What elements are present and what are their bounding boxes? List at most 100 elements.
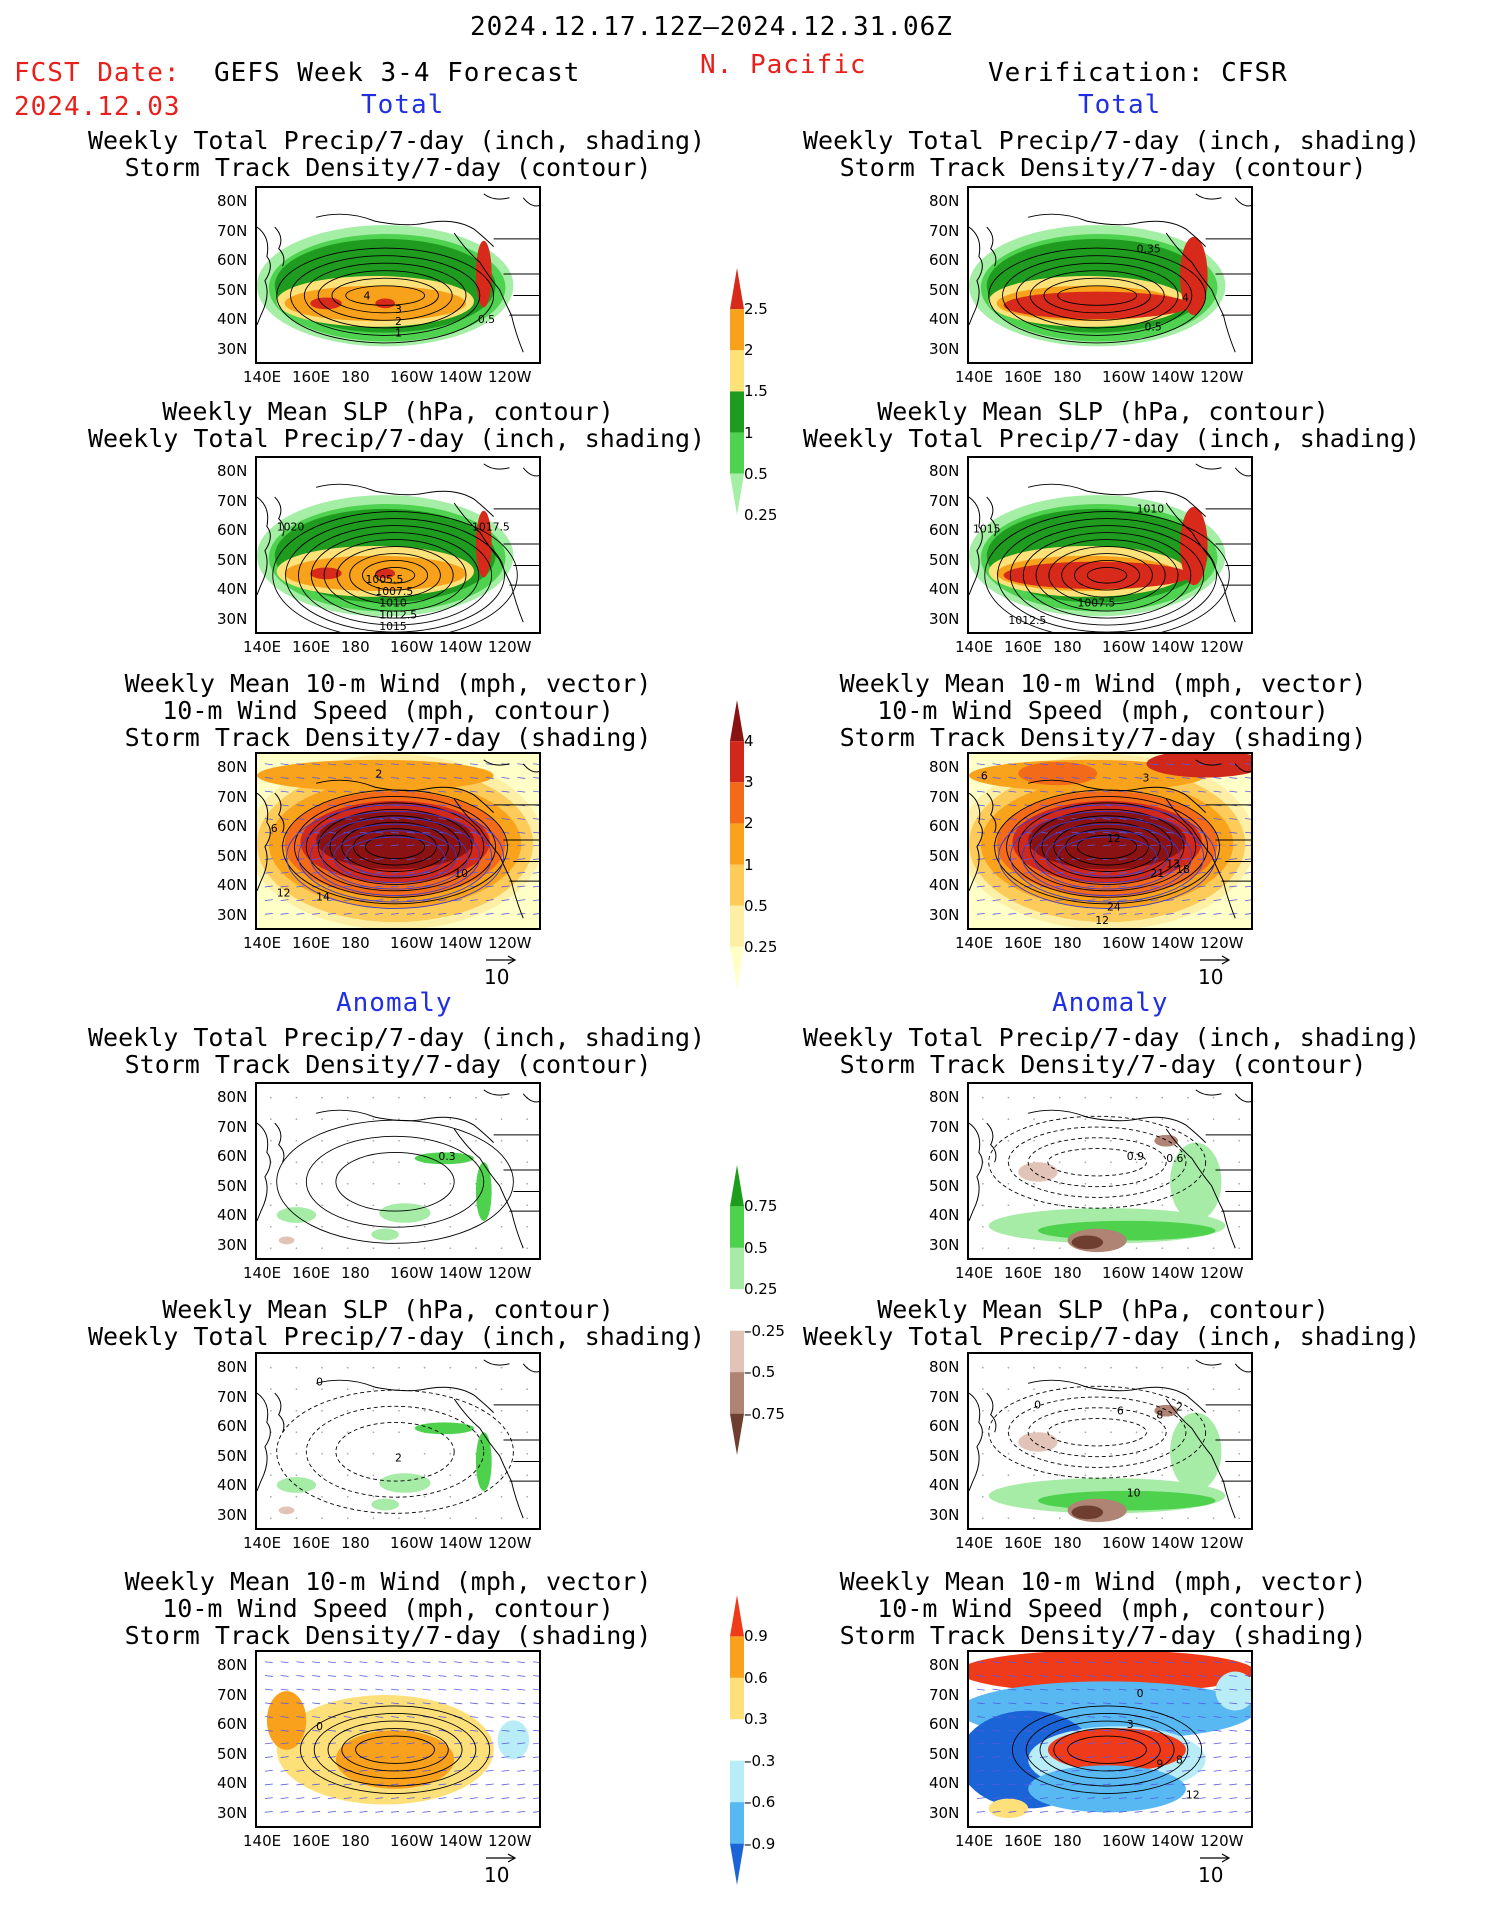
lon-tick-label: 160E xyxy=(292,638,331,656)
lat-tick-label: 60N xyxy=(929,521,960,539)
lon-tick-label: 160W xyxy=(1102,1534,1146,1552)
vector-ref-right-1: 10 xyxy=(1198,955,1232,989)
contour-label: 1005.5 xyxy=(365,573,403,586)
colorbar-swatch xyxy=(730,1330,744,1373)
shade-region xyxy=(316,810,474,870)
colorbar-swatch xyxy=(730,473,744,515)
contour-line xyxy=(286,804,504,909)
contour-label: 0.5 xyxy=(1145,321,1162,334)
colorbar-swatch xyxy=(730,1289,744,1331)
lon-tick-label: 120W xyxy=(488,1534,532,1552)
lon-tick-label: 160E xyxy=(292,368,331,386)
lat-tick-label: 60N xyxy=(929,817,960,835)
lat-tick-label: 40N xyxy=(217,1476,248,1494)
wind-vectors xyxy=(976,1661,1251,1813)
contour-line xyxy=(1025,1713,1189,1787)
colorbar-tick-label: –0.25 xyxy=(744,1321,785,1340)
contour-line xyxy=(272,511,518,632)
shade-region xyxy=(1215,1671,1251,1711)
model-title: GEFS Week 3-4 Forecast xyxy=(214,58,581,88)
colorbar-swatch xyxy=(730,1165,744,1207)
contour-line xyxy=(335,1421,455,1482)
contour-line xyxy=(313,1713,477,1787)
contour-line xyxy=(345,836,445,877)
missing-dots xyxy=(269,1096,529,1250)
contour-line xyxy=(984,511,1230,632)
colorbar-swatch xyxy=(730,741,744,783)
lat-tick-label: 70N xyxy=(217,1117,248,1136)
colorbar-tick-label: –0.75 xyxy=(744,1404,785,1423)
contour-line xyxy=(1045,830,1169,884)
contour-line xyxy=(335,1151,455,1212)
contour-line xyxy=(1048,546,1166,605)
contour-line xyxy=(1053,1728,1161,1772)
lon-tick-label: 140E xyxy=(955,1534,994,1552)
contour-line xyxy=(1047,1418,1147,1447)
lat-tick-label: 50N xyxy=(217,550,248,569)
contour-line xyxy=(1029,270,1165,321)
map-panel-11: 0 xyxy=(255,1650,541,1828)
shade-region xyxy=(1018,1162,1058,1182)
contour-label: 1012.5 xyxy=(1008,614,1046,627)
coastline xyxy=(257,759,539,919)
contour-line xyxy=(1027,1137,1167,1188)
coastline xyxy=(257,1089,539,1249)
contour-line xyxy=(1002,255,1193,336)
contour-label: 14 xyxy=(316,891,330,904)
contour-line xyxy=(1061,553,1153,598)
lat-tick-label: 70N xyxy=(929,787,960,806)
lon-tick-label: 160W xyxy=(1102,638,1146,656)
shade-region xyxy=(1018,1432,1058,1452)
colorbar-swatch xyxy=(730,1595,744,1637)
lon-tick-label: 140W xyxy=(1151,638,1195,656)
lon-tick-label: 160W xyxy=(1102,368,1146,386)
lon-tick-label: 160E xyxy=(1004,368,1043,386)
lon-tick-label: 120W xyxy=(1200,934,1244,952)
lat-tick-label: 50N xyxy=(929,846,960,865)
contour-line xyxy=(1006,795,1209,898)
contour-line xyxy=(1039,1720,1175,1779)
fcst-date-label: FCST Date: xyxy=(14,58,181,88)
lat-tick-label: 50N xyxy=(929,280,960,299)
contour-label: 3 xyxy=(395,303,402,316)
contour-line xyxy=(276,247,495,344)
lon-tick-label: 140E xyxy=(243,1534,282,1552)
colorbar-swatch xyxy=(730,1719,744,1761)
lon-tick-label: 140E xyxy=(243,1264,282,1282)
colorbar-tick-label: 0.3 xyxy=(744,1710,768,1729)
lon-tick-label: 140W xyxy=(1151,1264,1195,1282)
panel-title: Weekly Mean SLP (hPa, contour) Weekly Tot… xyxy=(88,397,706,453)
contour-label: 12 xyxy=(1186,1789,1200,1802)
contour-line xyxy=(305,802,485,892)
colorbar-swatch xyxy=(730,1843,744,1885)
lon-tick-label: 160E xyxy=(292,1832,331,1850)
lat-tick-label: 70N xyxy=(929,1387,960,1406)
lat-tick-label: 70N xyxy=(217,1685,248,1704)
coastline xyxy=(257,463,539,623)
lat-tick-label: 30N xyxy=(217,905,248,924)
date-range-title: 2024.12.17.12Z–2024.12.31.06Z xyxy=(470,12,953,42)
lon-tick-label: 140W xyxy=(439,638,483,656)
colorbar-tick-label: 4 xyxy=(744,732,754,751)
contour-label: 4 xyxy=(1182,291,1189,304)
lon-tick-label: 120W xyxy=(1200,1832,1244,1850)
map-panel-10: 0 6 8 2 10 xyxy=(967,1352,1253,1530)
lon-tick-label: 120W xyxy=(1200,1264,1244,1282)
shade-region xyxy=(266,1691,307,1750)
shade-region xyxy=(497,1720,530,1760)
colorbar-swatch xyxy=(730,823,744,865)
contour-line xyxy=(349,553,441,598)
shade-region xyxy=(371,1228,399,1241)
shade-region xyxy=(1146,754,1251,778)
shade-region xyxy=(414,1152,474,1165)
contour-line xyxy=(336,546,454,605)
map-panel-6: 6 3 12 13 21 18 24 12 xyxy=(967,752,1253,930)
colorbar-swatch xyxy=(730,268,744,310)
contour-line xyxy=(327,1720,463,1779)
verification-title: Verification: CFSR xyxy=(988,58,1288,88)
contour-label: 0.6 xyxy=(1166,1152,1183,1165)
map-panel-2: 0.35 4 0.5 xyxy=(967,186,1253,364)
panel-title: Weekly Total Precip/7-day (inch, shading… xyxy=(88,1023,706,1079)
lat-tick-label: 50N xyxy=(929,1176,960,1195)
lon-tick-label: 180 xyxy=(341,934,370,952)
